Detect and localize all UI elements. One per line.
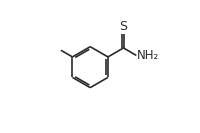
Text: NH₂: NH₂ — [137, 49, 159, 62]
Text: S: S — [119, 20, 127, 33]
